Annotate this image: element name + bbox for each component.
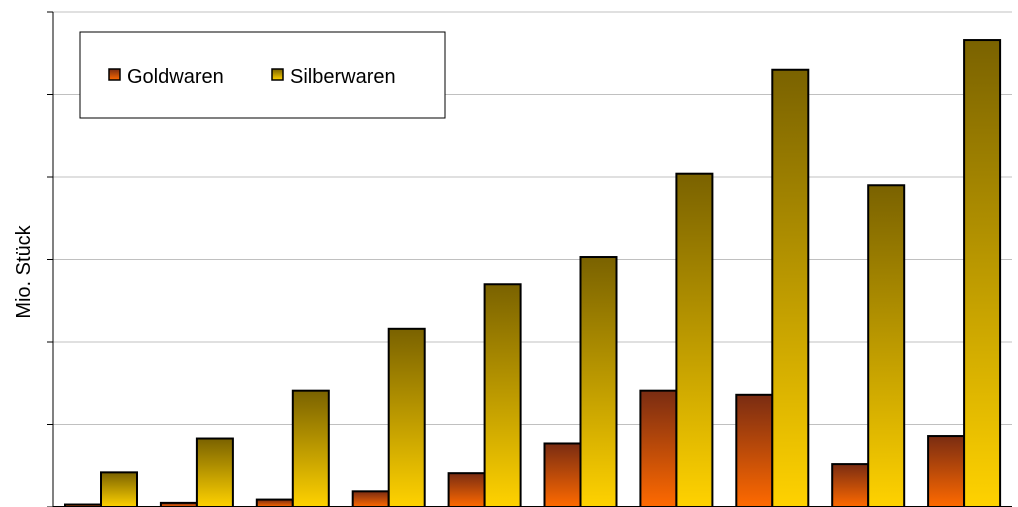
bar-goldwaren xyxy=(927,435,966,507)
bar-goldwaren xyxy=(639,389,678,507)
legend-box xyxy=(79,31,446,119)
bar-silberwaren xyxy=(195,437,234,507)
bar-silberwaren xyxy=(675,172,714,507)
bar-goldwaren xyxy=(543,442,582,507)
bar-silberwaren xyxy=(867,184,906,507)
legend: Goldwaren Silberwaren xyxy=(79,31,446,119)
bar-goldwaren xyxy=(735,393,774,507)
bar-silberwaren xyxy=(387,327,426,507)
bar-goldwaren xyxy=(447,472,486,507)
bar-silberwaren xyxy=(291,389,330,507)
bar-silberwaren xyxy=(771,68,810,507)
bar-goldwaren xyxy=(351,490,390,507)
bar-silberwaren xyxy=(100,471,138,507)
y-axis-label: Mio. Stück xyxy=(13,224,35,318)
bars xyxy=(64,39,1002,507)
bar-silberwaren xyxy=(963,39,1002,507)
bar-goldwaren xyxy=(831,463,870,507)
legend-swatch-silberwaren xyxy=(271,68,284,81)
bar-goldwaren xyxy=(255,498,294,507)
bar-silberwaren xyxy=(483,283,522,507)
legend-label-silberwaren: Silberwaren xyxy=(290,66,396,88)
bar-silberwaren xyxy=(579,256,618,507)
legend-swatch-goldwaren xyxy=(108,68,121,81)
y-axis-ticks xyxy=(47,11,53,507)
legend-label-goldwaren: Goldwaren xyxy=(127,66,224,88)
